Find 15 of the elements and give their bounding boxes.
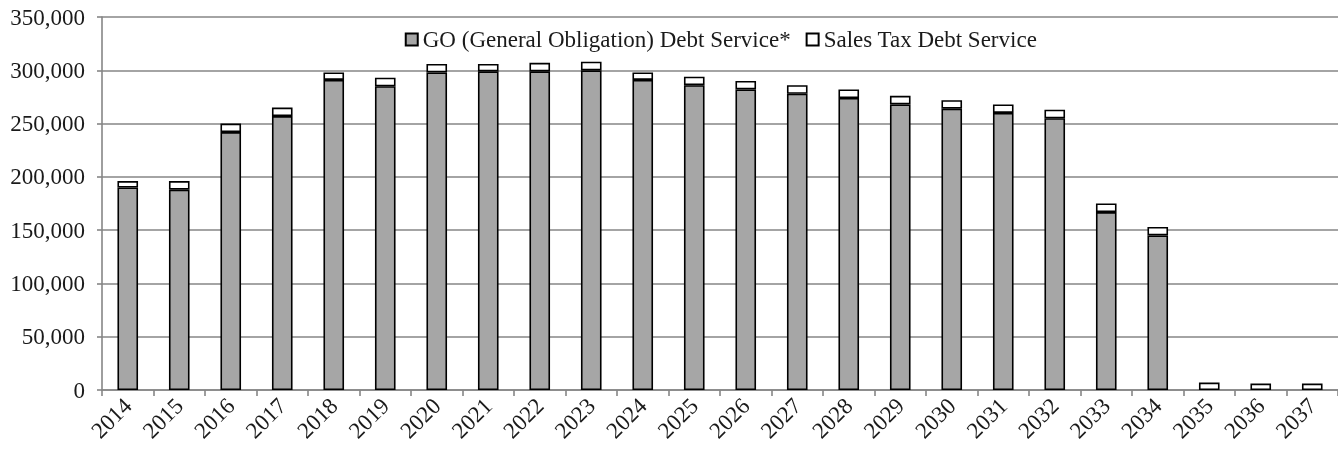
bar [1250,383,1272,390]
legend-label: Sales Tax Debt Service [823,27,1037,52]
x-tick-label: 2031 [961,393,1013,444]
y-tick-label: 250,000 [10,111,85,137]
legend-label: GO (General Obligation) Debt Service* [422,27,791,52]
y-tick-label: 150,000 [10,217,85,243]
bar [1198,382,1220,390]
bar [1301,383,1323,390]
y-tick-label: 300,000 [10,57,85,83]
y-tick-label: 350,000 [10,4,85,30]
x-tick-label: 2021 [446,393,498,444]
y-tick-label: 0 [73,377,85,403]
y-tick-label: 100,000 [10,270,85,296]
y-tick-label: 50,000 [21,324,85,350]
y-tick-label: 200,000 [10,164,85,190]
